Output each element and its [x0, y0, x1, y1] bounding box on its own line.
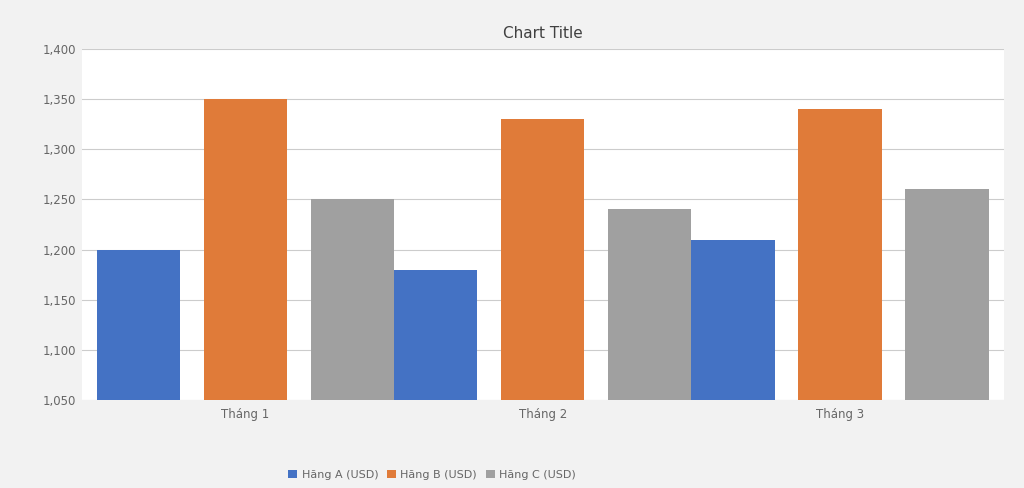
Legend: Hãng A (USD), Hãng B (USD), Hãng C (USD): Hãng A (USD), Hãng B (USD), Hãng C (USD): [284, 466, 581, 485]
Bar: [608, 209, 691, 488]
Bar: [799, 109, 882, 488]
Bar: [204, 99, 287, 488]
Bar: [691, 240, 774, 488]
Bar: [394, 270, 477, 488]
Bar: [311, 200, 394, 488]
Title: Chart Title: Chart Title: [503, 26, 583, 41]
Bar: [905, 189, 988, 488]
Bar: [97, 249, 180, 488]
Bar: [501, 119, 585, 488]
